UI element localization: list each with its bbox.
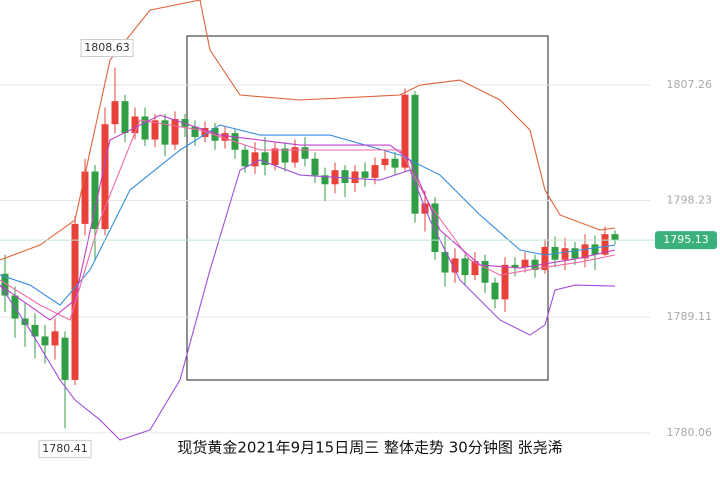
candle-body [351,171,359,183]
candle-body [201,128,209,137]
candle-body [141,116,149,140]
candle-body [61,337,69,380]
candle-body [281,148,289,163]
candle-body [521,259,529,268]
candle-body [211,128,219,141]
last-price-box [655,231,717,250]
candle-body [461,258,469,276]
candle-body [31,324,39,337]
candle-body [131,116,139,134]
candle-body [311,158,319,176]
candle-body [581,244,589,259]
low-label: 1780.41 [42,442,88,455]
y-tick-label: 1807.26 [667,78,713,91]
candle-body [611,234,619,241]
candle-body [401,94,409,168]
candle-body [271,148,279,166]
indicator-line [0,0,616,261]
plot-area [0,0,619,441]
y-tick-label: 1789.11 [667,310,713,323]
candle-body [191,126,199,137]
candle-body [571,248,579,259]
candle-body [491,282,499,300]
candle-body [381,158,389,166]
candle-body [501,264,509,300]
candle-body [481,261,489,283]
candle-body [121,101,129,134]
candle-body [1,273,9,296]
candle-body [371,165,379,178]
candle-body [391,158,399,168]
candle-body [151,120,159,140]
candle-body [541,246,549,270]
candle-body [561,248,569,260]
candle-body [291,147,299,163]
candle-body [81,171,89,224]
candle-body [451,258,459,273]
candle-body [411,94,419,214]
candle-body [91,171,99,230]
last-price-label: 1795.13 [663,233,709,246]
y-tick-label: 1780.06 [667,426,713,439]
candle-body [431,203,439,253]
candle-body [591,244,599,255]
candle-body [471,261,479,276]
indicator-line [0,114,616,321]
candle-body [251,152,259,167]
candle-body [51,331,59,346]
candle-body [601,234,609,255]
candle-body [361,171,369,178]
candle-body [261,152,269,166]
candle-body [531,259,539,270]
low-label-box [38,439,92,458]
candle-body [341,170,349,183]
indicator-line [0,124,616,306]
indicator-line [0,119,616,321]
high-label: 1808.63 [84,41,130,54]
candle-body [41,336,49,346]
y-tick-label: 1798.23 [667,194,713,207]
candle-body [511,264,519,268]
high-label-box [80,39,134,58]
candle-body [111,101,119,125]
candle-body [161,120,169,145]
candle-body [441,252,449,273]
indicator-line [0,159,616,441]
highlight-box [186,35,549,381]
candle-body [321,175,329,185]
candle-body [301,147,309,159]
candle-body [171,119,179,145]
chart-title: 现货黄金2021年9月15日周三 整体走势 30分钟图 张尧浠 [177,439,562,457]
candle-body [221,133,229,141]
candle-body [241,149,249,167]
candle-body [101,124,109,230]
